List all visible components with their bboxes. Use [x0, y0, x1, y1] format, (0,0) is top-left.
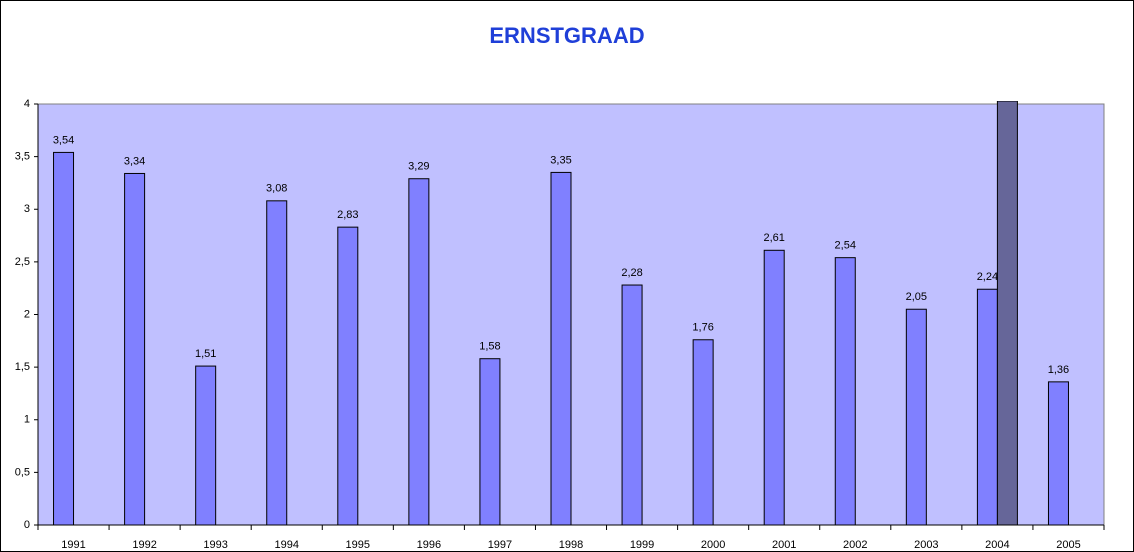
x-tick-label: 1996: [417, 539, 441, 551]
bar: [124, 172, 146, 525]
y-tick-label: 2,5: [15, 256, 30, 268]
x-tick-label: 1997: [488, 539, 512, 551]
x-tick-label: 1994: [274, 539, 298, 551]
x-tick-label: 2000: [701, 539, 725, 551]
y-tick-label: 2: [24, 308, 30, 320]
bar: [408, 178, 430, 525]
x-tick-label: 2005: [1056, 539, 1080, 551]
bar: [621, 284, 643, 525]
bar: [266, 200, 288, 525]
y-tick-label: 0,5: [15, 466, 30, 478]
value-label: 2,24: [977, 271, 998, 283]
y-tick-label: 4: [24, 98, 30, 110]
bar: [1047, 381, 1069, 525]
bar: [479, 358, 501, 525]
x-tick-label: 1995: [346, 539, 370, 551]
bar: [337, 226, 359, 525]
bar: [53, 151, 75, 525]
bar: [905, 308, 927, 525]
bar: [996, 101, 1018, 525]
y-tick-label: 3: [24, 203, 30, 215]
x-tick-label: 1991: [61, 539, 85, 551]
bar: [976, 288, 998, 525]
value-label: 2,28: [621, 267, 642, 279]
x-tick-label: 1993: [203, 539, 227, 551]
value-label: 1,51: [195, 348, 216, 360]
x-tick-label: 1998: [559, 539, 583, 551]
bar: [550, 171, 572, 525]
value-label: 3,34: [124, 155, 145, 167]
x-tick-label: 2004: [985, 539, 1009, 551]
value-label: 2,83: [337, 209, 358, 221]
value-label: 3,35: [550, 154, 571, 166]
y-tick-label: 0: [24, 519, 30, 531]
value-label: 2,54: [835, 240, 856, 252]
y-tick-label: 1,5: [15, 361, 30, 373]
bar: [834, 257, 856, 525]
bar: [763, 249, 785, 525]
value-label: 3,08: [266, 183, 287, 195]
value-label: 3,29: [408, 161, 429, 173]
bars: [53, 101, 1069, 525]
y-tick-label: 3,5: [15, 151, 30, 163]
x-tick-label: 2003: [914, 539, 938, 551]
value-label: 2,61: [763, 232, 784, 244]
value-label: 1,36: [1048, 364, 1069, 376]
value-label: 1,76: [692, 322, 713, 334]
x-tick-label: 2001: [772, 539, 796, 551]
value-label: 2,05: [906, 291, 927, 303]
bar: [692, 339, 714, 525]
value-label: 3,54: [53, 134, 74, 146]
value-label: 1,58: [479, 341, 500, 353]
x-tick-label: 1992: [132, 539, 156, 551]
bar: [195, 365, 217, 525]
x-tick-label: 2002: [843, 539, 867, 551]
x-tick-label: 1999: [630, 539, 654, 551]
y-tick-label: 1: [24, 414, 30, 426]
chart-title: ERNSTGRAAD: [489, 23, 644, 48]
